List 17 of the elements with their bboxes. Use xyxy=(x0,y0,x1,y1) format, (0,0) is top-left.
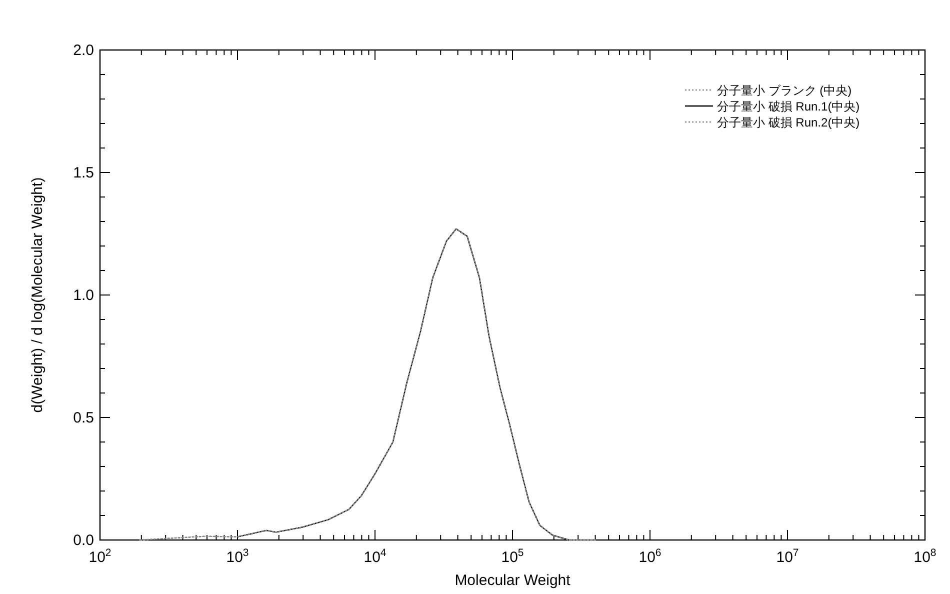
legend-label: 分子量小 破損 Run.1(中央) xyxy=(717,100,860,114)
x-tick-label: 10$^{7}$ xyxy=(776,547,799,566)
legend-label: 分子量小 ブランク (中央) xyxy=(717,84,852,98)
legend-label: 分子量小 破損 Run.2(中央) xyxy=(717,116,860,130)
y-tick-label: 1.5 xyxy=(73,164,94,182)
y-tick-label: 1.0 xyxy=(73,287,94,304)
y-tick-label: 0.0 xyxy=(73,532,94,549)
y-tick-label: 0.5 xyxy=(73,410,94,426)
x-tick-label: 10$^{3}$ xyxy=(226,547,249,566)
y-axis-title: d(Weight) / d log(Molecular Weight) xyxy=(29,177,46,413)
x-tick-label: 10$^{2}$ xyxy=(88,547,112,566)
x-tick-label: 10$^{6}$ xyxy=(638,547,662,566)
x-tick-label: 10$^{4}$ xyxy=(364,547,386,566)
y-tick-label: 2.0 xyxy=(73,42,94,59)
x-tick-label: 10$^{5}$ xyxy=(501,547,524,566)
x-tick-label: 10$^{8}$ xyxy=(914,547,936,566)
x-axis-title: Molecular Weight xyxy=(454,572,572,589)
